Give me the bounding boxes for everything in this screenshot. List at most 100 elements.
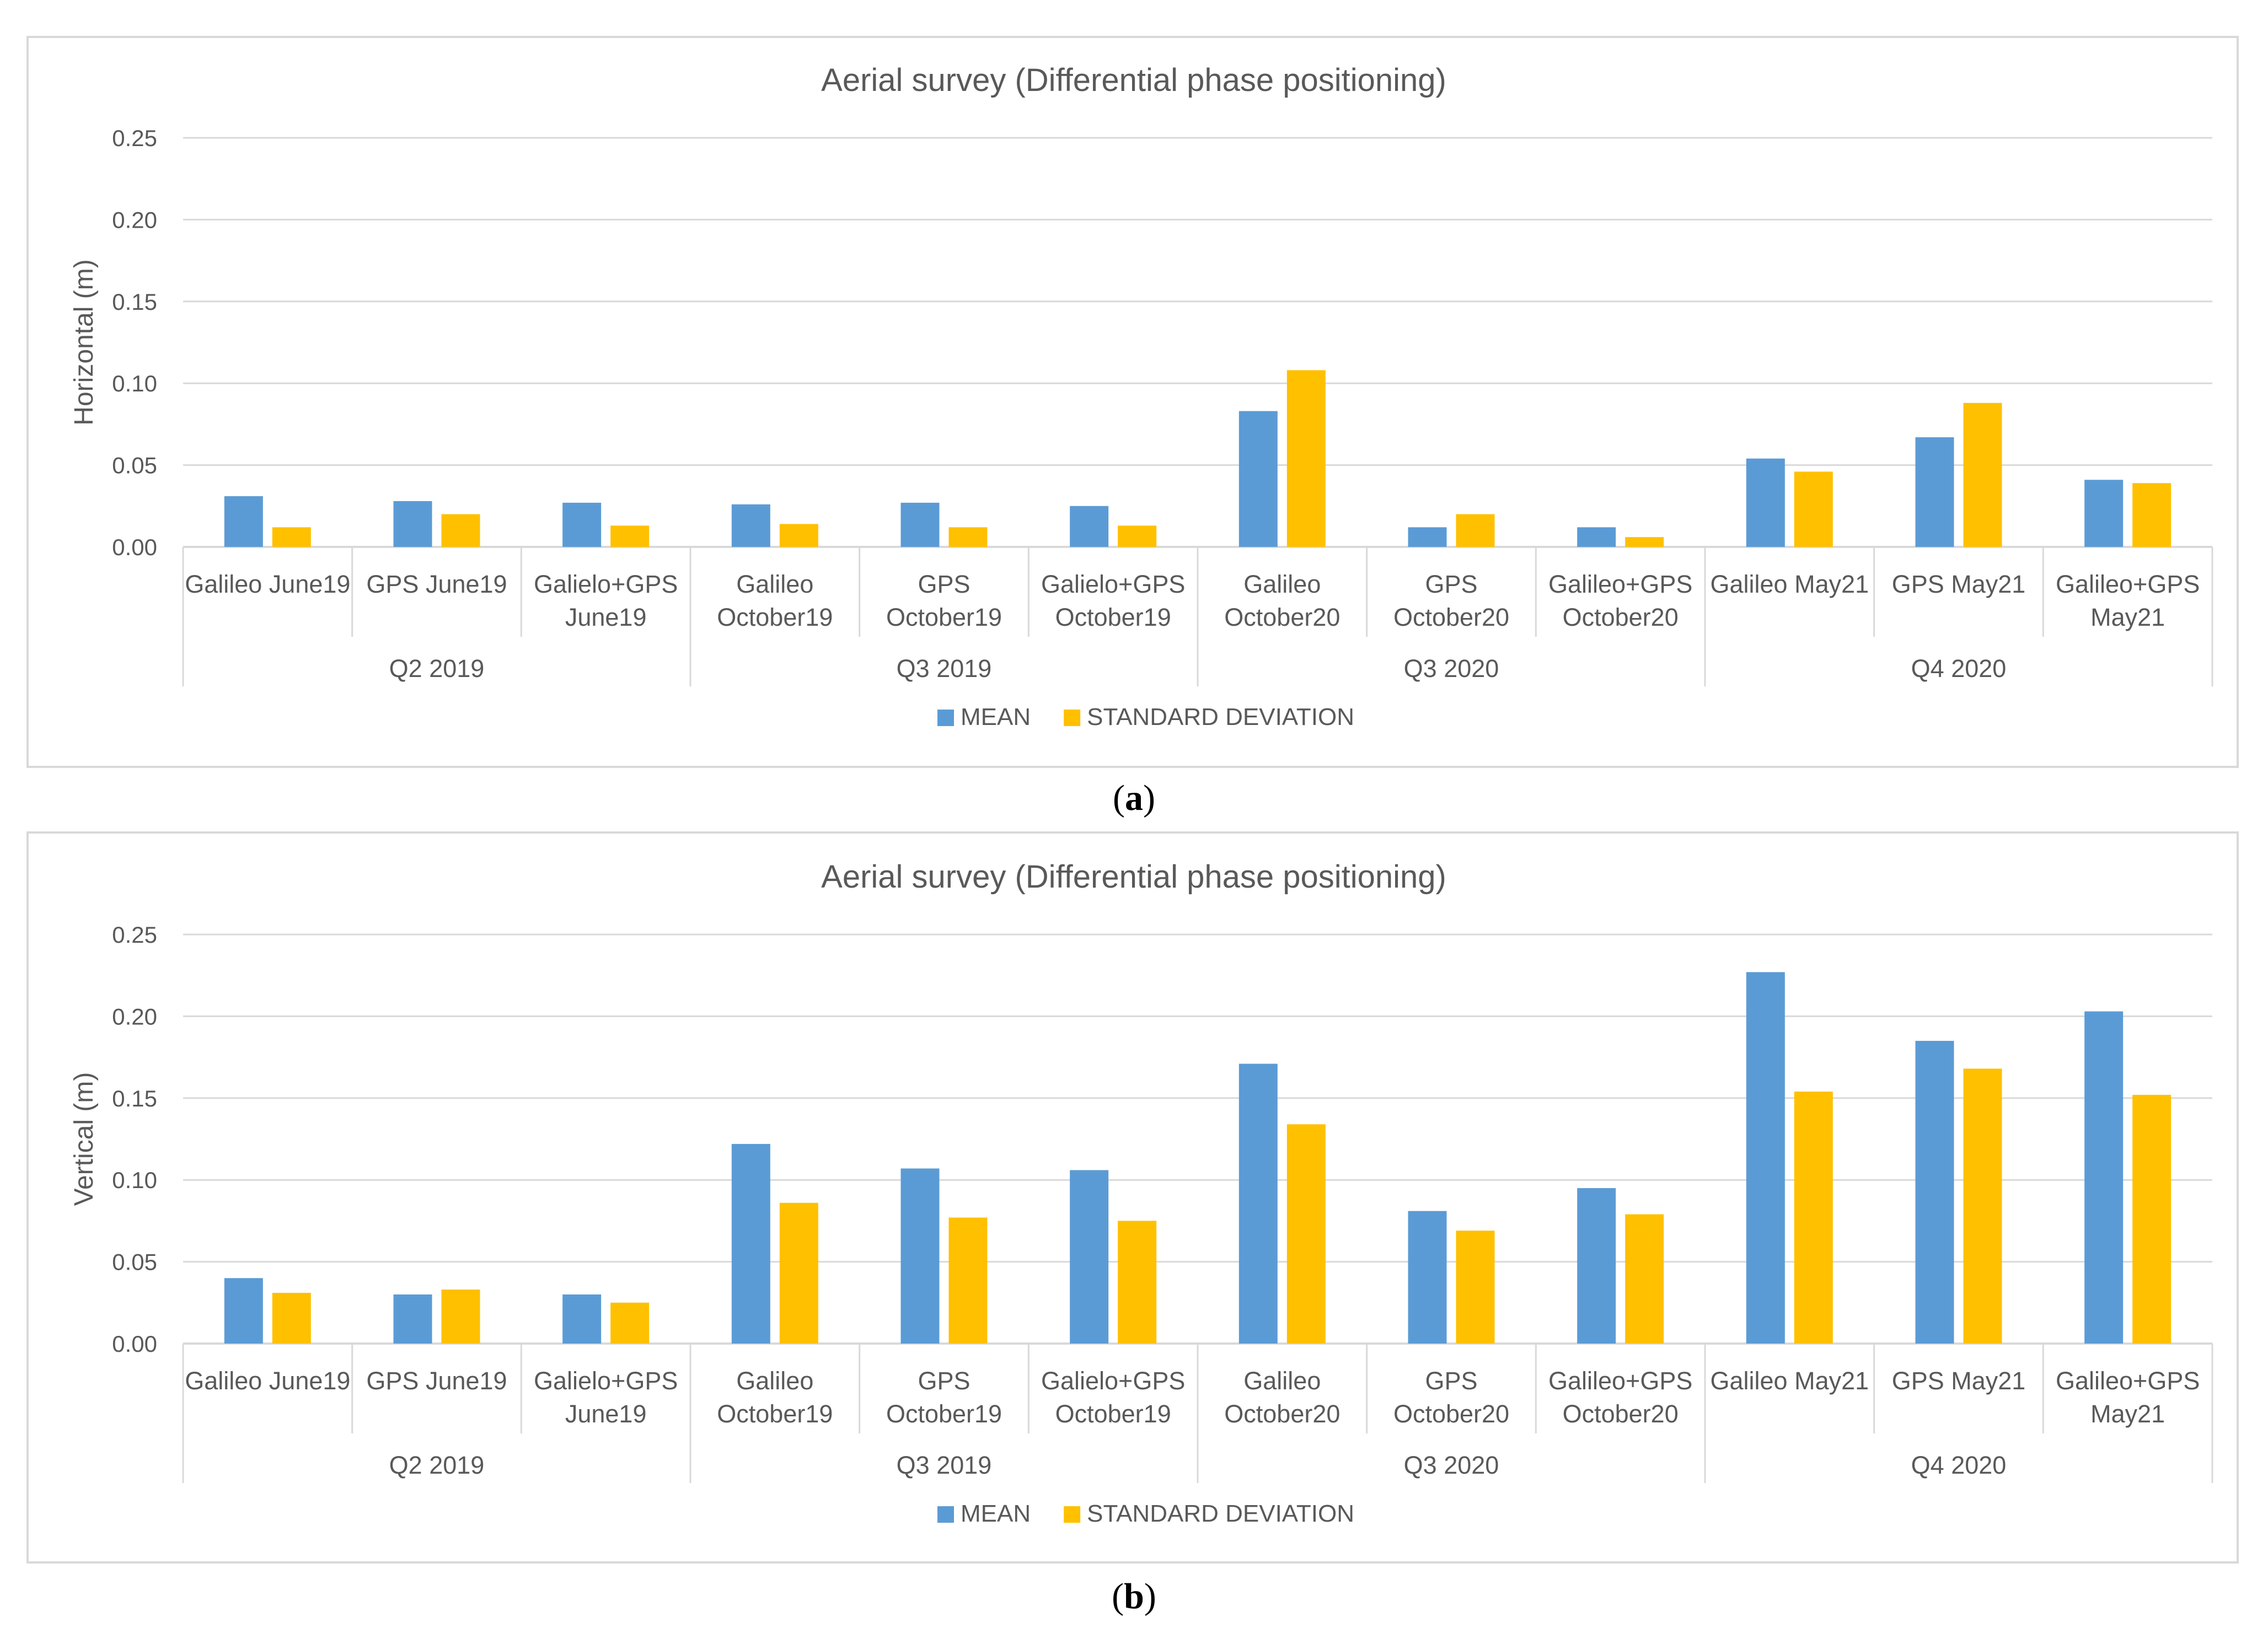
x-group-label: Q3 2019 xyxy=(897,1451,992,1479)
chart-panel-b xyxy=(26,831,2239,1564)
bar-mean xyxy=(1915,437,1954,547)
bar-mean xyxy=(562,502,602,547)
bar-std-dev xyxy=(779,524,818,547)
x-category-label: Galielo+GPS xyxy=(1041,1367,1185,1395)
chart-title: Aerial survey (Differential phase positi… xyxy=(821,62,1446,98)
bar-std-dev xyxy=(1286,1124,1326,1344)
x-group-label: Q3 2020 xyxy=(1404,654,1499,683)
bar-std-dev xyxy=(1794,1091,1833,1344)
x-category-label: Galileo xyxy=(1243,570,1321,598)
x-category-label: October20 xyxy=(1563,603,1679,631)
x-group-label: Q4 2020 xyxy=(1911,654,2007,683)
x-category-label: October19 xyxy=(1055,603,1171,631)
bar-mean xyxy=(2084,480,2124,547)
bar-std-dev xyxy=(1456,514,1495,547)
x-category-label: GPS May21 xyxy=(1892,1367,2026,1395)
y-tick-label: 0.10 xyxy=(112,370,157,396)
x-category-label: October19 xyxy=(886,603,1002,631)
legend-swatch-std-dev xyxy=(1064,1506,1081,1523)
x-category-label: October20 xyxy=(1224,603,1340,631)
bar-mean xyxy=(1238,411,1278,547)
x-category-label: GPS xyxy=(1425,1367,1477,1395)
bar-mean xyxy=(731,504,770,547)
bar-mean xyxy=(393,1294,432,1344)
legend-swatch-mean xyxy=(937,1506,954,1523)
bar-mean xyxy=(393,501,432,547)
x-group-label: Q2 2019 xyxy=(389,1451,485,1479)
y-tick-label: 0.05 xyxy=(112,1249,157,1275)
x-category-label: Galielo+GPS xyxy=(534,1367,678,1395)
x-category-label: Galileo June19 xyxy=(185,570,350,598)
y-tick-label: 0.00 xyxy=(112,534,157,560)
bar-mean xyxy=(1746,972,1785,1344)
x-category-label: October20 xyxy=(1393,1400,1509,1428)
bar-std-dev xyxy=(1118,525,1157,547)
bar-std-dev xyxy=(441,1290,480,1344)
bar-std-dev xyxy=(1625,537,1664,547)
caption-a: (a) xyxy=(1113,778,1155,818)
x-category-label: June19 xyxy=(565,1400,647,1428)
legend-swatch-std-dev xyxy=(1064,710,1081,726)
x-category-label: Galileo May21 xyxy=(1711,570,1869,598)
bar-mean xyxy=(224,1278,263,1344)
caption-letter-a: a xyxy=(1125,778,1143,818)
bar-mean xyxy=(1577,527,1616,547)
bar-std-dev xyxy=(2132,1094,2172,1344)
x-category-label: Galielo+GPS xyxy=(1041,570,1185,598)
x-category-label: GPS May21 xyxy=(1892,570,2026,598)
y-axis-label: Horizontal (m) xyxy=(69,259,99,425)
x-category-label: GPS xyxy=(1425,570,1477,598)
bar-mean xyxy=(900,502,940,547)
x-group-label: Q3 2019 xyxy=(897,654,992,683)
bar-mean xyxy=(1746,458,1785,547)
x-category-label: GPS xyxy=(918,1367,970,1395)
x-category-label: May21 xyxy=(2090,603,2165,631)
caption-letter-b: b xyxy=(1124,1576,1144,1616)
x-category-label: Galielo+GPS xyxy=(534,570,678,598)
x-category-label: October20 xyxy=(1393,603,1509,631)
bar-mean xyxy=(2084,1011,2124,1344)
legend-label-mean: MEAN xyxy=(961,703,1031,730)
chart-panel-a xyxy=(26,36,2239,768)
x-category-label: GPS xyxy=(918,570,970,598)
legend-label-mean: MEAN xyxy=(961,1500,1031,1527)
bar-chart-vertical: Aerial survey (Differential phase positi… xyxy=(69,859,2213,1527)
bar-mean xyxy=(731,1143,770,1344)
x-category-label: May21 xyxy=(2090,1400,2165,1428)
bar-chart-horizontal: Aerial survey (Differential phase positi… xyxy=(69,62,2213,730)
x-category-label: Galileo+GPS xyxy=(1548,1367,1692,1395)
bar-mean xyxy=(224,496,263,547)
bar-mean xyxy=(1070,1170,1109,1344)
bar-std-dev xyxy=(1963,1068,2002,1344)
bar-mean xyxy=(1408,1211,1447,1344)
x-category-label: Galileo+GPS xyxy=(2056,1367,2200,1395)
x-category-label: Galileo xyxy=(736,570,813,598)
bar-std-dev xyxy=(1456,1231,1495,1344)
x-category-label: October19 xyxy=(886,1400,1002,1428)
y-tick-label: 0.10 xyxy=(112,1167,157,1193)
bar-std-dev xyxy=(948,1217,988,1344)
x-category-label: October20 xyxy=(1224,1400,1340,1428)
x-group-label: Q3 2020 xyxy=(1404,1451,1499,1479)
bar-mean xyxy=(562,1294,602,1344)
bar-std-dev xyxy=(779,1202,818,1344)
bar-mean xyxy=(1577,1188,1616,1344)
x-category-label: Galileo May21 xyxy=(1711,1367,1869,1395)
bar-std-dev xyxy=(610,525,650,547)
y-tick-label: 0.00 xyxy=(112,1331,157,1357)
legend-label-std-dev: STANDARD DEVIATION xyxy=(1087,703,1354,730)
x-category-label: Galileo+GPS xyxy=(1548,570,1692,598)
bar-mean xyxy=(1915,1040,1954,1344)
y-tick-label: 0.05 xyxy=(112,453,157,479)
y-tick-label: 0.20 xyxy=(112,207,157,233)
x-category-label: GPS June19 xyxy=(366,1367,507,1395)
legend-label-std-dev: STANDARD DEVIATION xyxy=(1087,1500,1354,1527)
bar-mean xyxy=(900,1168,940,1344)
chart-title: Aerial survey (Differential phase positi… xyxy=(821,859,1446,895)
bar-std-dev xyxy=(1794,471,1833,547)
y-tick-label: 0.15 xyxy=(112,1086,157,1111)
y-tick-label: 0.25 xyxy=(112,125,157,151)
bar-std-dev xyxy=(1963,402,2002,547)
x-category-label: June19 xyxy=(565,603,647,631)
x-group-label: Q2 2019 xyxy=(389,654,485,683)
